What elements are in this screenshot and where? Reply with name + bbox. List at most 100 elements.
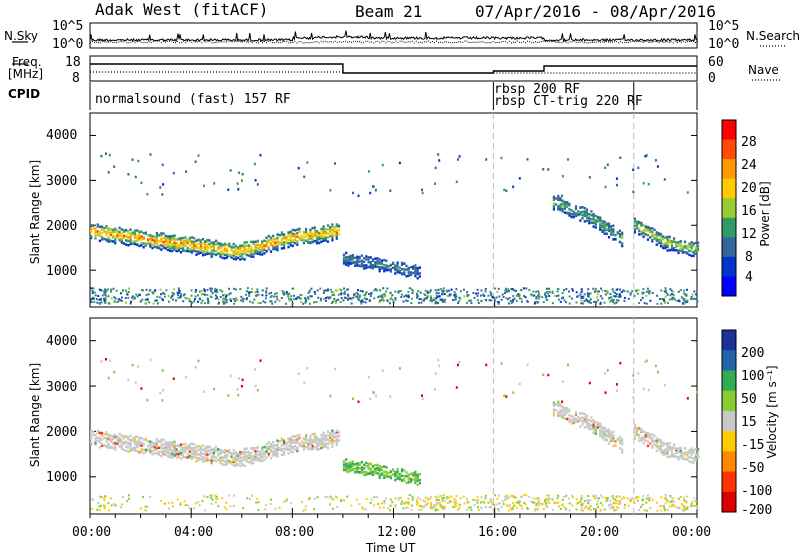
power-cell bbox=[243, 249, 246, 252]
power-cell bbox=[263, 252, 266, 255]
velocity-cell bbox=[435, 504, 438, 507]
velocity-cell bbox=[136, 435, 139, 438]
velocity-cell bbox=[604, 372, 607, 375]
power-cell bbox=[405, 268, 408, 271]
velocity-cell bbox=[287, 448, 290, 451]
power-cell bbox=[210, 255, 213, 258]
velocity-cell bbox=[501, 500, 504, 503]
power-cell bbox=[561, 292, 564, 294]
velocity-cell bbox=[318, 438, 321, 441]
velocity-cell bbox=[142, 448, 145, 452]
velocity-cell bbox=[255, 501, 258, 504]
velocity-cell bbox=[245, 451, 248, 454]
power-cell bbox=[677, 249, 680, 252]
power-cell bbox=[681, 297, 684, 300]
power-cell bbox=[315, 241, 319, 245]
power-cell bbox=[243, 246, 246, 249]
velocity-cell bbox=[272, 446, 275, 450]
velocity-cell bbox=[246, 497, 249, 500]
power-cell bbox=[269, 243, 273, 247]
velocity-cell bbox=[574, 420, 578, 424]
velocity-cell bbox=[300, 445, 303, 448]
velocity-cell bbox=[347, 468, 350, 471]
power-cell bbox=[679, 245, 682, 248]
velocity-cell bbox=[385, 470, 388, 474]
velocity-cell bbox=[654, 364, 657, 368]
power-cell bbox=[182, 300, 185, 303]
xtick-6: 00:00 bbox=[672, 525, 712, 540]
velocity-cell bbox=[694, 458, 697, 462]
power-cell bbox=[603, 229, 606, 232]
power-cell bbox=[651, 291, 654, 294]
velocity-cell bbox=[509, 506, 512, 509]
power-cell bbox=[560, 297, 563, 300]
power-cell bbox=[239, 244, 242, 248]
velocity-cell bbox=[261, 446, 264, 450]
velocity-cell bbox=[230, 462, 233, 465]
velocity-cell bbox=[188, 445, 191, 448]
power-cell bbox=[194, 295, 197, 298]
velocity-cell bbox=[315, 436, 319, 439]
velocity-cell bbox=[646, 435, 650, 438]
power-cell bbox=[649, 226, 652, 230]
power-cell bbox=[305, 230, 308, 234]
velocity-cell bbox=[307, 447, 310, 450]
power-cell bbox=[490, 299, 493, 302]
power-cell bbox=[480, 294, 482, 297]
power-cell bbox=[193, 247, 196, 251]
power-cell bbox=[396, 270, 399, 273]
power-cell bbox=[127, 231, 130, 235]
velocity-cell bbox=[493, 503, 495, 506]
velocity-cell bbox=[638, 427, 641, 430]
power-cell bbox=[333, 233, 336, 237]
power-cell bbox=[665, 292, 668, 295]
power-cell bbox=[690, 244, 693, 247]
power-cell bbox=[422, 292, 425, 295]
velocity-cell bbox=[151, 441, 154, 444]
power-cell bbox=[394, 264, 397, 267]
power-cell bbox=[620, 291, 623, 293]
power-cell bbox=[190, 251, 194, 254]
power-cell bbox=[374, 265, 377, 268]
velocity-cell bbox=[511, 507, 514, 510]
power-cell bbox=[308, 302, 311, 305]
velocity-cell bbox=[387, 475, 390, 478]
velocity-cell bbox=[326, 496, 329, 499]
velocity-cell bbox=[682, 509, 685, 512]
power-cell bbox=[337, 224, 341, 228]
power-cell bbox=[368, 300, 371, 302]
power-cell bbox=[677, 290, 680, 293]
power-cell bbox=[269, 242, 273, 245]
power-cell bbox=[149, 240, 152, 244]
power-cell bbox=[592, 219, 595, 222]
velocity-cell bbox=[592, 420, 595, 424]
power-cell bbox=[90, 228, 93, 231]
power-cell bbox=[362, 293, 365, 296]
power-cell bbox=[305, 228, 308, 231]
velocity-cell bbox=[347, 463, 350, 467]
velocity-cell bbox=[585, 422, 589, 425]
power-cell bbox=[329, 189, 332, 192]
power-cell bbox=[387, 268, 390, 272]
power-cell bbox=[443, 293, 446, 295]
velocity-cell bbox=[345, 466, 348, 469]
power-cell bbox=[603, 224, 606, 227]
power-cell bbox=[302, 241, 305, 245]
power-cell bbox=[250, 249, 253, 253]
power-cell bbox=[188, 297, 191, 300]
velocity-panel-frame bbox=[89, 317, 698, 515]
velocity-cell bbox=[457, 508, 459, 511]
power-cell bbox=[371, 264, 375, 267]
velocity-cell bbox=[133, 442, 137, 446]
velocity-cell bbox=[270, 498, 273, 501]
power-cell bbox=[155, 238, 158, 242]
nave-tick-high: 60 bbox=[708, 55, 724, 70]
power-cell bbox=[111, 240, 115, 243]
velocity-cell bbox=[173, 452, 176, 455]
velocity-cell bbox=[663, 507, 666, 510]
power-cell bbox=[131, 296, 134, 299]
power-cell bbox=[586, 300, 589, 303]
power-cell bbox=[688, 249, 691, 252]
power-cell bbox=[144, 298, 147, 301]
velocity-cell bbox=[111, 434, 115, 438]
